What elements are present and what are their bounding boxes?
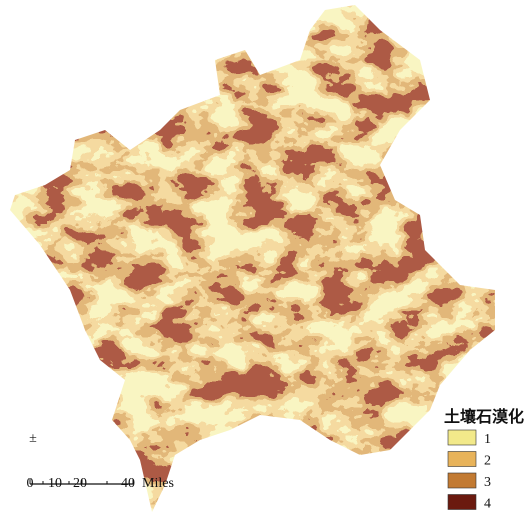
legend-swatch: [447, 472, 477, 489]
scale-unit: Miles: [142, 476, 174, 491]
scale-label: 40: [121, 476, 135, 491]
legend-label: 4: [484, 497, 491, 512]
scale-label: 10: [48, 476, 62, 491]
region-shape: [10, 5, 495, 512]
north-arrow: ±: [29, 431, 37, 446]
legend-label: 3: [484, 475, 491, 490]
scale-label: 0: [27, 476, 34, 491]
legend-swatch: [447, 429, 477, 446]
legend: 1 2 3 4: [447, 429, 491, 512]
scale-bar: 0 10 20 40 Miles: [27, 476, 174, 491]
scale-label: 20: [73, 476, 87, 491]
legend-label: 2: [484, 454, 491, 469]
legend-swatch: [447, 494, 477, 510]
legend-title: 土壤石漠化: [444, 407, 524, 426]
legend-label: 1: [484, 432, 491, 447]
legend-swatch: [447, 451, 477, 467]
